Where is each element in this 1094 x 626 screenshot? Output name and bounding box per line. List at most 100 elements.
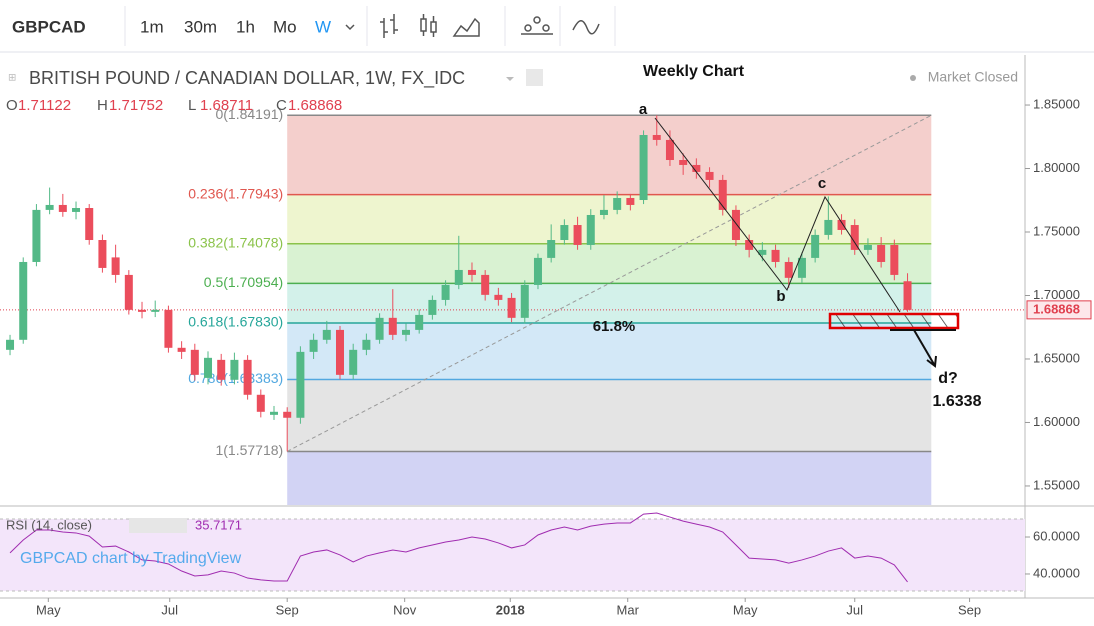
rsi-value: 35.7171 bbox=[195, 517, 242, 532]
annotation: c bbox=[818, 175, 826, 192]
ohlc-letter: O bbox=[6, 97, 18, 114]
candle-body bbox=[877, 244, 886, 262]
candle-body bbox=[481, 274, 490, 295]
fib-band bbox=[287, 283, 932, 324]
candle-body bbox=[758, 249, 767, 255]
candle-body bbox=[151, 309, 160, 312]
x-tick-label: Jul bbox=[846, 602, 863, 617]
x-tick-label: 2018 bbox=[496, 602, 525, 617]
y-tick-label: 1.60000 bbox=[1033, 414, 1080, 429]
candle-body bbox=[204, 357, 213, 378]
candle-body bbox=[72, 208, 81, 212]
candle-body bbox=[573, 225, 582, 245]
candle-body bbox=[375, 317, 384, 340]
annotation: d? bbox=[938, 370, 958, 387]
target-arrow bbox=[913, 329, 937, 368]
abcd-pattern bbox=[654, 117, 901, 313]
candle-body bbox=[190, 349, 199, 375]
candle-body bbox=[388, 317, 397, 335]
ohlc-value: 1.68868 bbox=[288, 97, 342, 114]
candle-body bbox=[32, 209, 41, 262]
candle-body bbox=[665, 139, 674, 161]
candle-body bbox=[560, 225, 569, 241]
chart-title: Weekly Chart bbox=[643, 63, 745, 80]
candle-body bbox=[890, 244, 899, 275]
rsi-line bbox=[9, 512, 908, 583]
candle-body bbox=[98, 240, 107, 268]
ohlc-letter: L bbox=[188, 97, 196, 114]
interval-button[interactable]: 30m bbox=[184, 17, 217, 36]
interval-button[interactable]: 1h bbox=[236, 17, 255, 36]
candle-body bbox=[797, 257, 806, 278]
candle-body bbox=[811, 234, 820, 258]
interval-button[interactable]: Mo bbox=[273, 17, 297, 36]
candle-body bbox=[850, 225, 859, 250]
candle-body bbox=[441, 284, 450, 300]
symbol[interactable]: GBPCAD bbox=[12, 17, 86, 36]
fib-trend-line bbox=[286, 114, 932, 452]
collapse-icon[interactable]: ⊞ bbox=[8, 73, 16, 84]
candle-body bbox=[428, 299, 437, 315]
x-tick-label: May bbox=[36, 602, 61, 617]
candle-body bbox=[599, 209, 608, 215]
candle-body bbox=[230, 359, 239, 380]
ohlc-value: 1.71122 bbox=[18, 97, 71, 114]
candle-body bbox=[85, 208, 94, 241]
candle-body bbox=[309, 339, 318, 352]
y-tick-label: 1.80000 bbox=[1033, 160, 1080, 175]
candle-body bbox=[138, 309, 147, 312]
candle-body bbox=[863, 244, 872, 250]
candle-body bbox=[652, 134, 661, 140]
fib-label: 0.618(1.67830) bbox=[188, 314, 283, 330]
last-price-tag bbox=[1026, 300, 1092, 320]
fib-label: 0.382(1.74078) bbox=[188, 234, 283, 250]
candle-body bbox=[243, 359, 252, 395]
candle-body bbox=[613, 197, 622, 210]
ohlc-value: 1.68711 bbox=[200, 97, 253, 114]
candle-body bbox=[45, 204, 54, 210]
candle-body bbox=[718, 179, 727, 210]
interval-button[interactable]: W bbox=[315, 17, 331, 36]
annotation: b bbox=[776, 288, 785, 305]
title-menu[interactable] bbox=[506, 77, 514, 81]
y-tick-label: 1.55000 bbox=[1033, 477, 1080, 492]
eye-icon[interactable] bbox=[526, 69, 543, 86]
candle-body bbox=[296, 351, 305, 418]
candle-body bbox=[745, 240, 754, 250]
rsi-tick-label: 60.0000 bbox=[1033, 528, 1080, 543]
interval-chevron[interactable] bbox=[345, 24, 355, 31]
candle-body bbox=[111, 257, 120, 275]
candle-body bbox=[547, 240, 556, 258]
instrument-title: BRITISH POUND / CANADIAN DOLLAR, 1W, FX_… bbox=[29, 68, 465, 89]
candle-body bbox=[349, 349, 358, 375]
candle-body bbox=[731, 209, 740, 241]
chart-style-icons[interactable] bbox=[380, 14, 600, 38]
y-tick-label: 1.75000 bbox=[1033, 223, 1080, 238]
x-tick-label: Nov bbox=[393, 602, 417, 617]
x-tick-label: Sep bbox=[276, 602, 299, 617]
panes: 0(1.84191) 0.236(1.77943) 0.382(1.74078) 0.… bbox=[0, 55, 1094, 617]
annotation: 61.8% bbox=[593, 318, 636, 335]
market-status: Market Closed bbox=[928, 69, 1018, 85]
last-price-label: 1.68868 bbox=[1033, 301, 1080, 316]
candle-body bbox=[454, 269, 463, 285]
fib-band bbox=[287, 194, 932, 244]
candle-body bbox=[679, 160, 688, 165]
candle-body bbox=[705, 171, 714, 180]
candle-body bbox=[837, 219, 846, 230]
fib-label: 0(1.84191) bbox=[215, 106, 283, 122]
toolbar bbox=[0, 0, 1094, 52]
interval-button[interactable]: 1m bbox=[140, 17, 164, 36]
candle-body bbox=[494, 294, 503, 300]
candle-body bbox=[164, 309, 173, 348]
candle-body bbox=[520, 284, 529, 318]
candle-body bbox=[639, 134, 648, 201]
status-dot bbox=[910, 75, 916, 81]
x-tick-label: Jul bbox=[161, 602, 178, 617]
candle-body bbox=[270, 411, 279, 415]
fib-band bbox=[287, 115, 932, 195]
x-tick-label: Sep bbox=[958, 602, 981, 617]
rsi-tick-label: 40.0000 bbox=[1033, 565, 1080, 580]
